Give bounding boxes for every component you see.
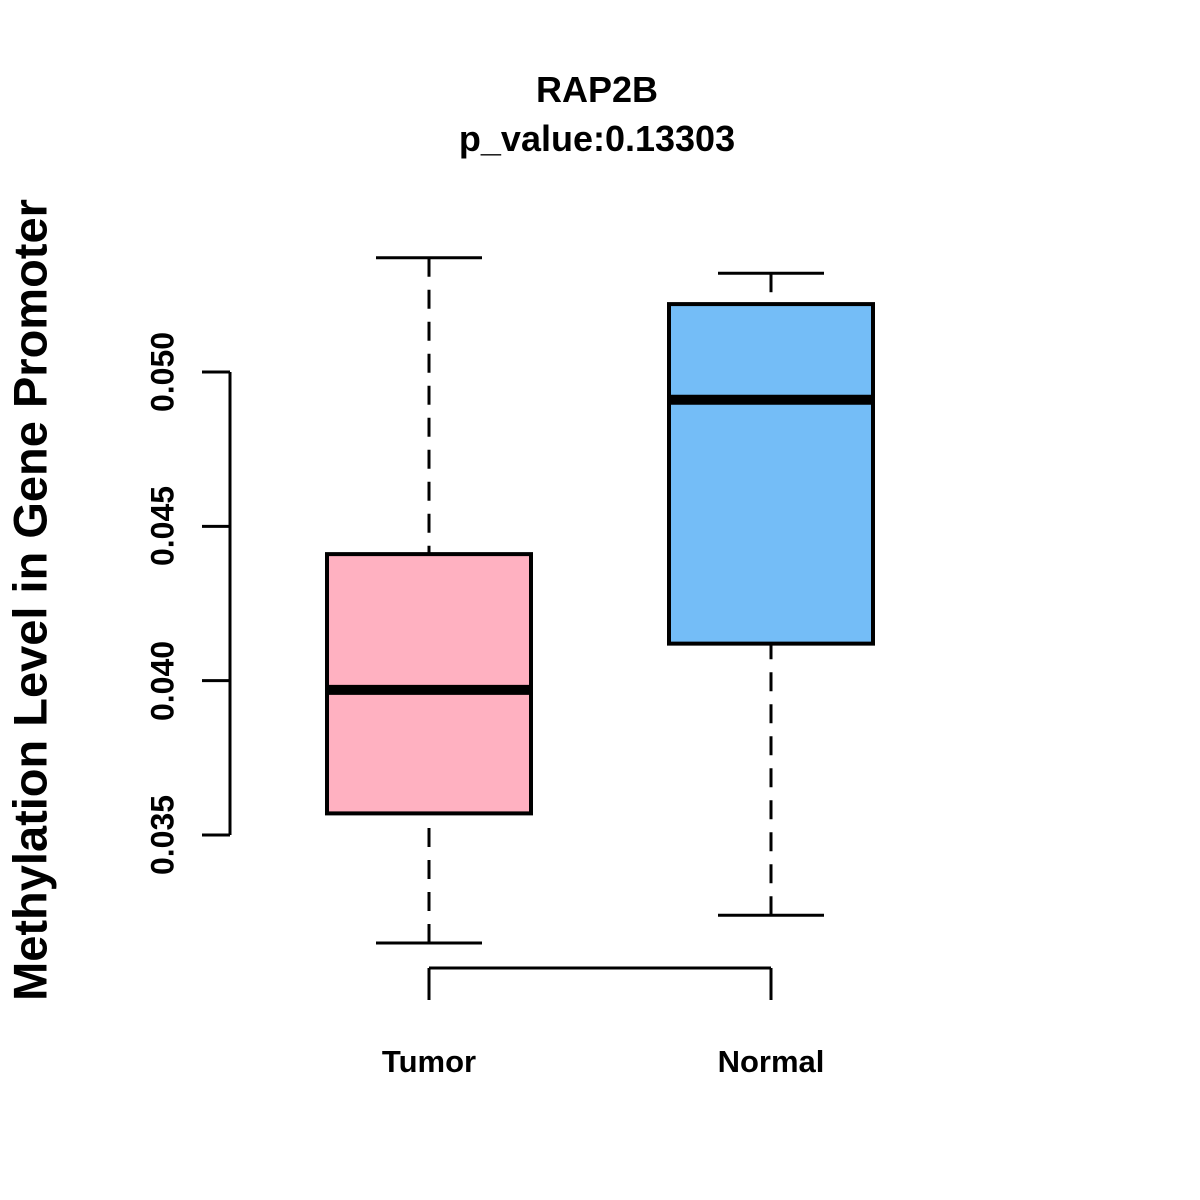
normal-box <box>667 302 875 646</box>
x-category-label-normal: Normal <box>717 1044 825 1079</box>
y-tick-label-0050: 0.050 <box>144 331 181 413</box>
y-tick-label-0035: 0.035 <box>144 794 181 876</box>
tumor-box <box>325 552 533 816</box>
y-tick-label-0045: 0.045 <box>144 486 181 567</box>
y-tick-label-0040: 0.040 <box>144 640 181 721</box>
x-category-label-tumor: Tumor <box>381 1044 477 1079</box>
chart-title: RAP2B <box>535 69 659 110</box>
y-axis-label: Methylation Level in Gene Promoter <box>3 199 57 1001</box>
chart-subtitle: p_value:0.13303 <box>458 118 736 159</box>
